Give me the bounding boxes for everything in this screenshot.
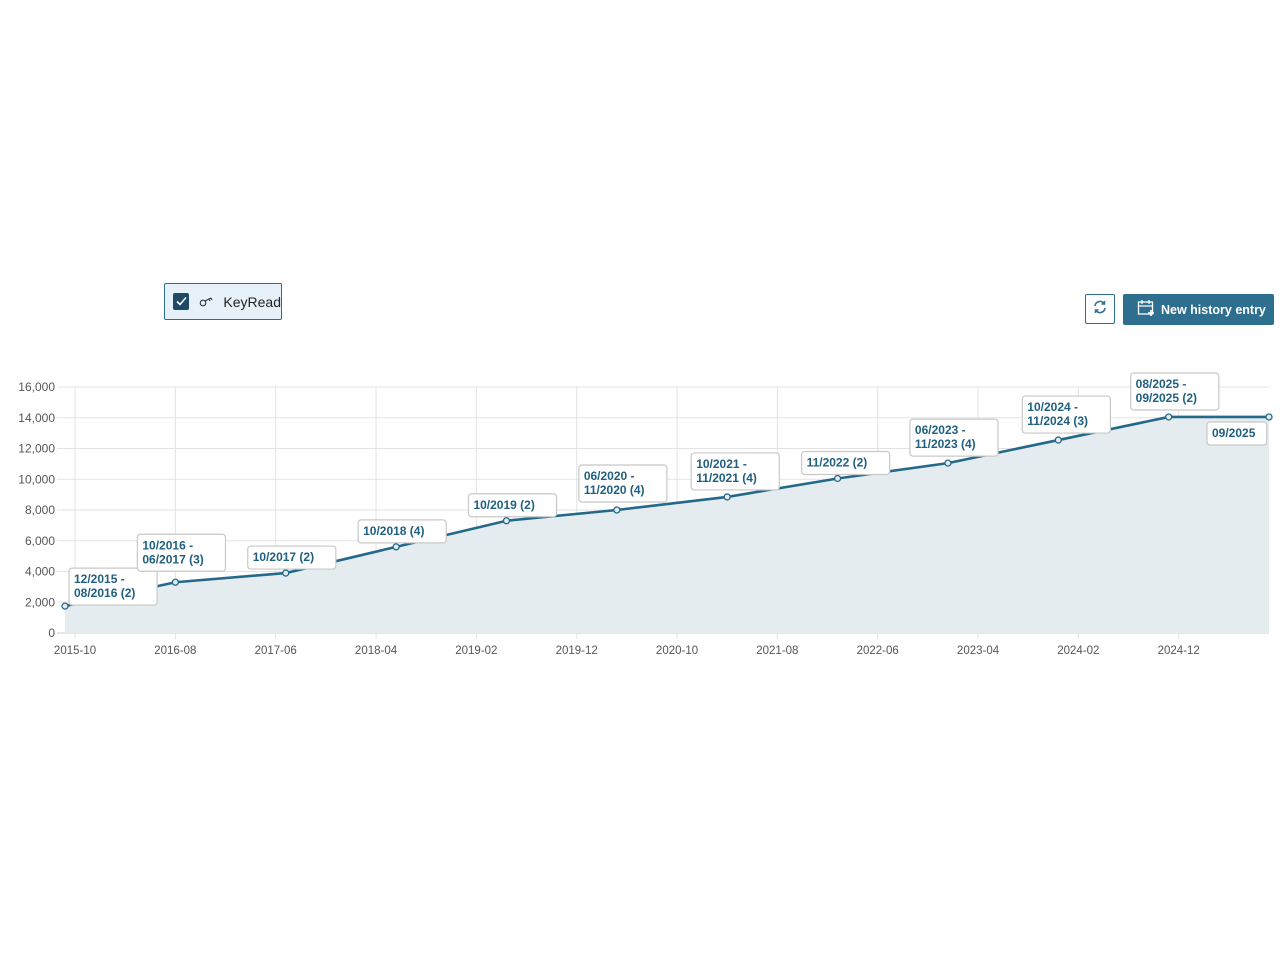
data-label: 09/2025 (2) — [1136, 391, 1197, 405]
x-tick-label: 2018-04 — [355, 645, 398, 657]
y-tick-label: 0 — [48, 626, 55, 640]
x-tick-label: 2019-12 — [556, 645, 598, 657]
data-point — [392, 543, 400, 551]
area-fill — [65, 416, 1269, 633]
data-point — [171, 578, 180, 586]
data-label: 12/2015 - — [74, 572, 125, 586]
data-label: 11/2021 (4) — [696, 471, 757, 485]
data-label: 10/2016 - — [142, 538, 193, 552]
series-line — [64, 415, 1269, 608]
data-point — [944, 459, 952, 467]
data-label: 10/2018 (4) — [363, 524, 424, 538]
data-label: 08/2016 (2) — [74, 586, 135, 600]
data-label: 10/2017 (2) — [253, 550, 314, 564]
y-tick-label: 12,000 — [18, 442, 55, 456]
data-label-box — [800, 450, 891, 476]
data-label-box — [1206, 421, 1268, 446]
y-tick-label: 8,000 — [25, 503, 55, 517]
y-tick-label: 16,000 — [18, 380, 55, 394]
data-label: 11/2022 (2) — [807, 455, 868, 469]
x-tick-label: 2021-08 — [756, 645, 798, 657]
filter-label: KeyRead — [223, 293, 281, 310]
data-label-box — [136, 533, 227, 572]
checkbox-checked-icon[interactable] — [173, 293, 190, 310]
y-tick-label: 14,000 — [18, 411, 55, 425]
y-tick-label: 2,000 — [25, 595, 55, 609]
x-tick-label: 2017-06 — [255, 645, 297, 657]
new-history-entry-button[interactable]: New history entry — [1123, 294, 1274, 325]
y-tick-label: 10,000 — [18, 472, 55, 486]
data-label: 06/2023 - — [915, 423, 966, 437]
data-point — [613, 506, 621, 514]
data-label-box — [357, 519, 447, 544]
x-tick-label: 2015-10 — [54, 645, 96, 657]
data-label: 09/2025 — [1212, 426, 1256, 440]
refresh-button[interactable] — [1085, 294, 1115, 324]
x-tick-label: 2022-06 — [857, 645, 899, 657]
x-tick-label: 2023-04 — [957, 645, 1000, 657]
data-label: 06/2020 - — [584, 469, 635, 483]
data-point — [502, 517, 511, 525]
data-label-box — [247, 545, 337, 570]
data-label-box — [909, 418, 999, 457]
data-label-box — [578, 464, 668, 503]
data-point — [1054, 436, 1062, 444]
data-point — [61, 602, 69, 610]
keyread-filter-checkbox[interactable]: KeyRead — [164, 283, 282, 320]
x-tick-label: 2024-02 — [1057, 645, 1099, 657]
data-label: 10/2019 (2) — [473, 498, 534, 512]
data-label: 06/2017 (3) — [142, 552, 203, 566]
new-history-entry-label: New history entry — [1161, 302, 1266, 317]
data-point — [1165, 413, 1173, 421]
data-label-box — [1021, 395, 1111, 434]
data-label: 11/2023 (4) — [915, 437, 976, 451]
y-tick-label: 6,000 — [25, 534, 55, 548]
data-label: 11/2020 (4) — [584, 483, 645, 497]
data-label-box — [1130, 372, 1220, 411]
data-label-box — [690, 452, 780, 491]
x-tick-label: 2024-12 — [1158, 645, 1200, 657]
x-tick-label: 2020-10 — [656, 645, 698, 657]
data-label-box — [68, 567, 158, 606]
data-point — [282, 569, 290, 577]
data-point — [723, 493, 731, 501]
key-icon — [199, 294, 213, 310]
data-label: 10/2021 - — [696, 457, 747, 471]
data-point — [1265, 413, 1273, 421]
x-tick-label: 2019-02 — [455, 645, 497, 657]
data-point — [833, 474, 842, 483]
calendar-plus-icon — [1137, 299, 1155, 320]
data-label: 11/2024 (3) — [1027, 414, 1088, 428]
refresh-icon — [1092, 299, 1108, 320]
x-tick-label: 2016-08 — [154, 645, 196, 657]
data-label-box — [467, 493, 558, 518]
data-label: 08/2025 - — [1136, 377, 1187, 391]
y-tick-label: 4,000 — [25, 565, 55, 579]
data-label: 10/2024 - — [1027, 400, 1078, 414]
